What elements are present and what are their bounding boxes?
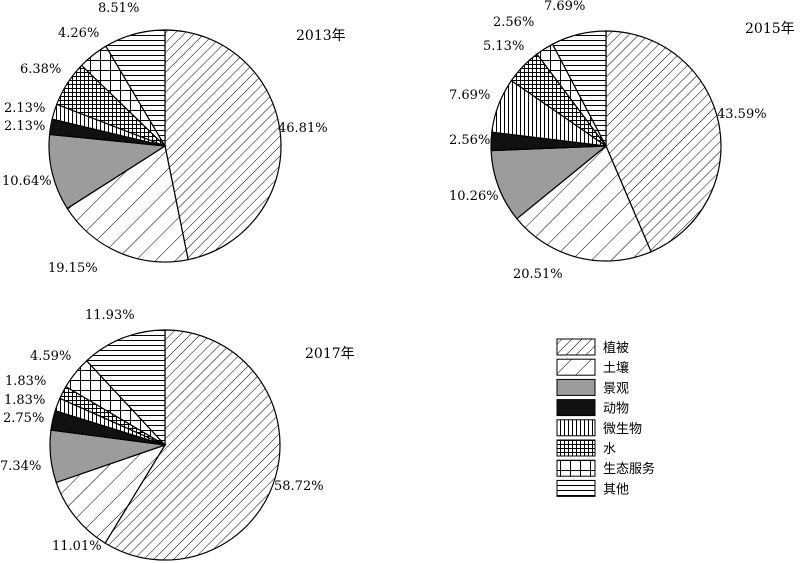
pie-slice-vegetation bbox=[605, 30, 722, 253]
legend-swatch-landscape bbox=[556, 378, 596, 396]
slice-label-microbe: 2.13% bbox=[4, 101, 45, 116]
pie-slice-other bbox=[105, 29, 166, 149]
pie-title-2013: 2013年 bbox=[296, 28, 346, 44]
slice-label-animal: 2.13% bbox=[4, 119, 45, 134]
legend-swatch-animal bbox=[556, 399, 596, 417]
legend-swatch-water bbox=[556, 439, 596, 457]
legend-swatch-soil bbox=[556, 358, 596, 376]
legend-label-eco_service: 生态服务 bbox=[603, 461, 655, 477]
pie-title-2015: 2015年 bbox=[745, 21, 795, 37]
slice-label-vegetation: 58.72% bbox=[274, 479, 324, 494]
legend-label-vegetation: 植被 bbox=[603, 341, 629, 356]
legend-label-landscape: 景观 bbox=[603, 381, 629, 396]
pie-slice-landscape bbox=[48, 133, 167, 210]
legend-swatch-other bbox=[556, 479, 596, 497]
slice-label-eco_service: 4.26% bbox=[58, 26, 99, 41]
slice-label-eco_service: 4.59% bbox=[30, 349, 71, 364]
slice-label-vegetation: 43.59% bbox=[717, 107, 767, 122]
pie-slice-soil bbox=[66, 145, 189, 263]
slice-label-eco_service: 2.56% bbox=[493, 15, 534, 30]
pie-title-2017: 2017年 bbox=[305, 346, 355, 362]
slice-label-landscape: 10.64% bbox=[2, 174, 52, 189]
pie-2013: 46.81% 19.15% 10.64% 2.13% 2.13% 6.38% 4.26% 8.… bbox=[2, 1, 328, 276]
slice-label-vegetation: 46.81% bbox=[278, 121, 328, 136]
slice-label-microbe: 7.69% bbox=[449, 88, 490, 103]
slice-label-microbe: 1.83% bbox=[4, 393, 45, 408]
slice-label-landscape: 10.26% bbox=[449, 189, 499, 204]
pie-slice-vegetation bbox=[164, 29, 282, 261]
slice-label-animal: 2.56% bbox=[449, 133, 490, 148]
slice-label-other: 7.69% bbox=[544, 0, 585, 14]
slice-label-water: 5.13% bbox=[483, 39, 524, 54]
legend-label-microbe: 微生物 bbox=[603, 422, 642, 437]
slice-label-soil: 19.15% bbox=[48, 261, 98, 276]
slice-label-soil: 11.01% bbox=[52, 539, 102, 554]
pie-slice-other bbox=[85, 329, 166, 447]
legend-swatch-microbe bbox=[556, 419, 596, 437]
pie-slice-landscape bbox=[490, 145, 608, 220]
legend-label-animal: 动物 bbox=[603, 402, 629, 417]
slice-label-soil: 20.51% bbox=[513, 267, 563, 282]
pie-slice-other bbox=[551, 30, 607, 147]
legend-label-water: 水 bbox=[603, 442, 616, 457]
pie-2017: 58.72% 11.01% 7.34% 2.75% 1.83% 1.83% 4.59% 11.… bbox=[0, 308, 324, 561]
slice-label-other: 11.93% bbox=[85, 308, 135, 323]
slice-label-other: 8.51% bbox=[98, 1, 139, 16]
slice-label-animal: 2.75% bbox=[3, 411, 44, 426]
pie-slice-vegetation bbox=[104, 329, 281, 561]
legend-label-soil: 土壤 bbox=[603, 360, 629, 376]
legend-label-other: 其他 bbox=[603, 482, 629, 497]
slice-label-landscape: 7.34% bbox=[0, 459, 41, 474]
pie-2015: 43.59% 20.51% 10.26% 2.56% 7.69% 5.13% 2.56% 7.… bbox=[449, 0, 767, 282]
legend-swatch-vegetation bbox=[556, 338, 596, 356]
slice-label-water: 1.83% bbox=[5, 374, 46, 389]
pie-slice-soil bbox=[516, 145, 652, 262]
slice-label-water: 6.38% bbox=[20, 62, 61, 77]
legend-swatch-eco_service bbox=[556, 459, 596, 477]
pie-slice-soil bbox=[55, 443, 167, 544]
